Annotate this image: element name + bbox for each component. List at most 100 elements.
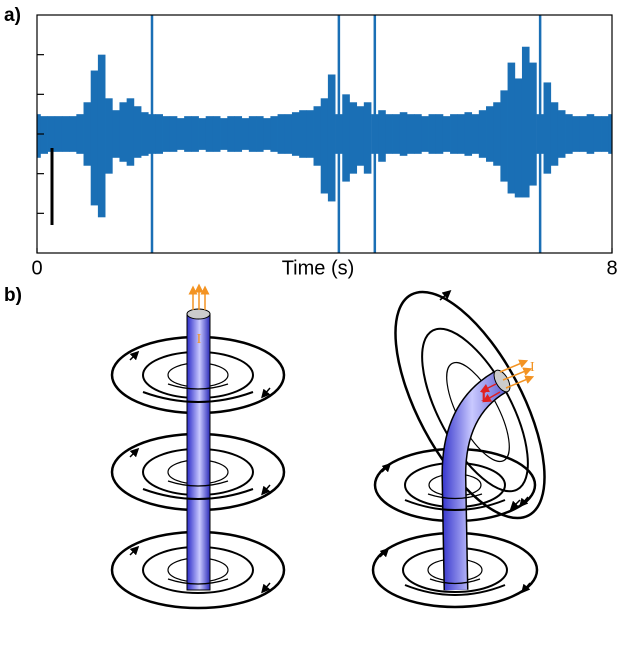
field-arrows xyxy=(379,290,531,594)
signal-envelope xyxy=(191,116,199,152)
signal-plot xyxy=(37,15,612,253)
signal-envelope xyxy=(248,116,257,152)
straight-wire-diagram: I xyxy=(110,283,286,610)
signal-envelope xyxy=(291,112,300,156)
signal-envelope xyxy=(284,114,293,154)
signal-envelope xyxy=(378,110,386,162)
current-arrows xyxy=(188,283,210,310)
signal-envelope xyxy=(97,54,106,218)
signal-envelope-base xyxy=(371,114,379,154)
signal-envelope xyxy=(155,114,163,154)
signal-envelope xyxy=(486,106,494,162)
signal-envelope xyxy=(457,114,465,154)
signal-envelope xyxy=(234,116,243,152)
signal-envelope xyxy=(500,90,508,182)
signal-envelope xyxy=(241,118,250,150)
signal-envelope xyxy=(349,102,358,174)
current-label: I xyxy=(481,390,486,405)
signal-envelope xyxy=(471,114,480,154)
signal-envelope xyxy=(169,116,178,152)
signal-envelope xyxy=(342,94,350,182)
signal-envelope xyxy=(399,112,408,156)
signal-envelope xyxy=(141,112,149,156)
signal-envelope xyxy=(212,116,221,152)
signal-envelope xyxy=(270,116,278,152)
signal-envelope xyxy=(83,102,92,166)
signal-envelope xyxy=(54,116,63,152)
signal-envelope xyxy=(478,110,487,158)
signal-envelope xyxy=(299,110,307,158)
signal-envelope xyxy=(227,116,235,152)
signal-envelope xyxy=(586,114,595,154)
field-loops-front xyxy=(142,383,254,585)
signal-envelope-base xyxy=(148,114,156,154)
signal-envelope xyxy=(327,74,336,202)
signal-envelope xyxy=(435,114,444,154)
signal-envelope xyxy=(119,102,128,162)
current-label: I xyxy=(197,332,202,347)
signal-envelope xyxy=(162,116,171,152)
x-tick-label: 0 xyxy=(31,257,42,279)
current-arrows xyxy=(479,359,535,403)
signal-envelope xyxy=(450,114,458,154)
signal-envelope xyxy=(442,116,451,152)
signal-envelope xyxy=(550,102,559,166)
signal-envelope xyxy=(385,114,393,154)
signal-envelope xyxy=(601,116,609,152)
signal-envelope xyxy=(277,114,286,154)
current-label: I xyxy=(530,360,535,375)
panel-label: b) xyxy=(4,285,22,306)
signal-envelope xyxy=(565,114,573,154)
signal-envelope xyxy=(356,106,365,166)
signal-envelope xyxy=(112,110,120,158)
signal-trace xyxy=(37,15,612,253)
signal-envelope xyxy=(198,118,207,150)
signal-envelope xyxy=(414,114,422,154)
signal-envelope xyxy=(514,78,523,198)
signal-envelope xyxy=(493,102,501,166)
x-axis-label: Time (s) xyxy=(282,257,355,279)
signal-envelope xyxy=(320,98,329,194)
panel-label: a) xyxy=(4,5,21,26)
field-arrows xyxy=(129,350,271,594)
signal-envelope xyxy=(428,114,437,154)
signal-envelope xyxy=(61,116,70,152)
signal-envelope xyxy=(37,114,41,158)
signal-envelope xyxy=(105,98,113,174)
signal-envelope xyxy=(76,114,84,154)
signal-envelope xyxy=(256,116,264,152)
signal-envelope xyxy=(306,110,314,158)
signal-envelope xyxy=(392,114,401,154)
signal-envelope xyxy=(133,106,142,158)
signal-envelope xyxy=(205,116,214,152)
signal-envelope xyxy=(176,118,185,150)
bent-wire-diagram: I I xyxy=(371,290,546,609)
signal-envelope xyxy=(529,62,537,186)
signal-envelope xyxy=(363,102,372,174)
signal-envelope xyxy=(572,116,580,152)
signal-envelope xyxy=(40,116,48,154)
signal-envelope xyxy=(521,46,530,198)
signal-envelope-base xyxy=(536,114,545,154)
signal-envelope xyxy=(593,116,602,152)
field-loops-front xyxy=(404,493,506,596)
signal-envelope xyxy=(507,62,516,194)
signal-envelope xyxy=(313,106,322,166)
signal-envelope xyxy=(464,112,473,156)
signal-envelope xyxy=(421,116,429,152)
signal-envelope xyxy=(608,114,612,154)
signal-envelope xyxy=(69,116,77,152)
wire xyxy=(186,313,211,591)
signal-envelope xyxy=(579,116,588,152)
signal-envelope-base xyxy=(335,114,343,154)
signal-envelope xyxy=(220,118,228,150)
signal-envelope xyxy=(184,116,192,152)
signal-envelope xyxy=(126,98,135,166)
signal-envelope xyxy=(557,110,566,158)
signal-envelope xyxy=(543,82,552,174)
signal-envelope xyxy=(263,118,271,150)
signal-envelope xyxy=(47,116,56,152)
wire-end xyxy=(186,308,211,320)
x-tick-label: 8 xyxy=(606,257,617,279)
